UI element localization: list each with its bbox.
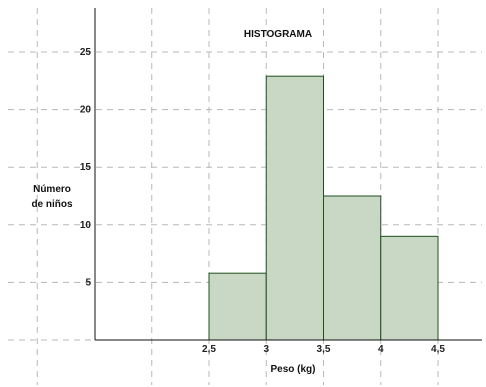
y-tick-label: 10 (80, 220, 92, 231)
x-axis-label: Peso (kg) (270, 364, 315, 375)
tick-labels: 5 10 15 20 25 2,5 3 3,5 4 4,5 (80, 47, 446, 355)
chart-title: HISTOGRAMA (244, 29, 312, 40)
axes (94, 8, 482, 341)
y-tick-label: 5 (85, 277, 91, 288)
y-tick-label: 15 (80, 162, 92, 173)
x-tick-label: 2,5 (202, 344, 216, 355)
x-tick-label: 4 (378, 344, 384, 355)
histogram-bar (265, 75, 324, 341)
histogram-bar (323, 195, 382, 341)
histogram-bar (208, 272, 267, 341)
y-axis-label-line-1: Número (33, 184, 71, 195)
y-axis-label-line-2: de niños (31, 199, 73, 210)
y-tick-label: 20 (80, 105, 92, 116)
x-tick-label: 3 (263, 344, 269, 355)
x-tick-label: 4,5 (431, 344, 445, 355)
histogram-bar (380, 235, 439, 341)
bars (208, 75, 439, 341)
x-tick-label: 3,5 (317, 344, 331, 355)
y-tick-label: 25 (80, 47, 92, 58)
